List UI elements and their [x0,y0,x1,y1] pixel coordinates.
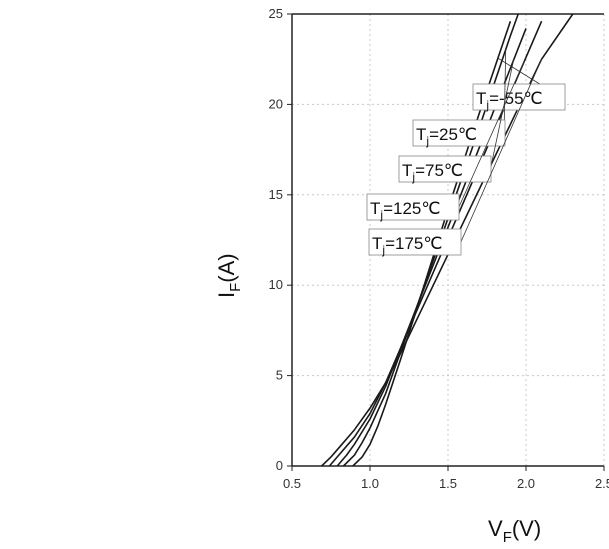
series-line [321,13,574,467]
temperature-label: Tj=25℃ [416,125,477,148]
y-tick-label: 15 [269,187,283,202]
temperature-label: Tj=75℃ [402,161,463,184]
y-tick-label: 10 [269,277,283,292]
x-tick-label: 1.0 [361,476,379,491]
temperature-leader-line [457,60,525,210]
x-ticks: 0.5 1.0 1.5 2.0 2.5 [283,466,609,491]
x-axis-label: VF(V) [488,516,541,546]
temperature-leader-line [459,59,542,245]
temperature-label-box [412,119,506,147]
y-tick-label: 25 [269,6,283,21]
temperature-label-box [472,83,566,111]
x-tick-label: 1.5 [439,476,457,491]
y-ticks: 0 5 10 15 20 25 [269,6,292,473]
temperature-label-box [366,193,460,221]
y-tick-label: 5 [276,368,283,383]
temperature-label-box [398,155,492,183]
temperature-label: Tj=-55℃ [476,89,543,112]
temperature-label: Tj=125℃ [370,199,440,222]
x-tick-label: 2.5 [595,476,609,491]
x-tick-label: 0.5 [283,476,301,491]
temperature-leader-line [489,60,514,172]
y-tick-label: 20 [269,96,283,111]
temperature-label-box [368,228,462,256]
x-tick-label: 2.0 [517,476,535,491]
y-axis-label: IF(A) [214,253,244,298]
temperature-labels: Tj=-55℃ Tj=25℃ Tj=75℃ Tj=125℃ Tj=175℃ [366,49,566,257]
temperature-label: Tj=175℃ [372,234,442,257]
y-tick-label: 0 [276,458,283,473]
